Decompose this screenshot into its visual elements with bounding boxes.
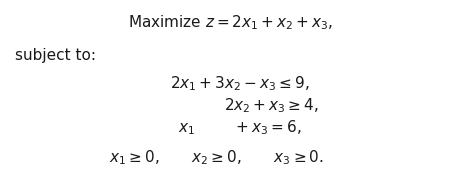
Text: $2x_2 + x_3 \geq 4,$: $2x_2 + x_3 \geq 4,$ [225, 96, 319, 115]
Text: $2x_1 + 3x_2 - x_3 \leq 9,$: $2x_1 + 3x_2 - x_3 \leq 9,$ [170, 75, 309, 93]
Text: subject to:: subject to: [15, 48, 96, 63]
Text: Maximize $z = 2x_1 + x_2 + x_3,$: Maximize $z = 2x_1 + x_2 + x_3,$ [128, 13, 333, 32]
Text: $x_1 \qquad\;\; +x_3 = 6,$: $x_1 \qquad\;\; +x_3 = 6,$ [178, 118, 301, 137]
Text: $x_1 \geq 0, \qquad x_2 \geq 0, \qquad x_3 \geq 0.$: $x_1 \geq 0, \qquad x_2 \geq 0, \qquad x… [109, 148, 324, 166]
